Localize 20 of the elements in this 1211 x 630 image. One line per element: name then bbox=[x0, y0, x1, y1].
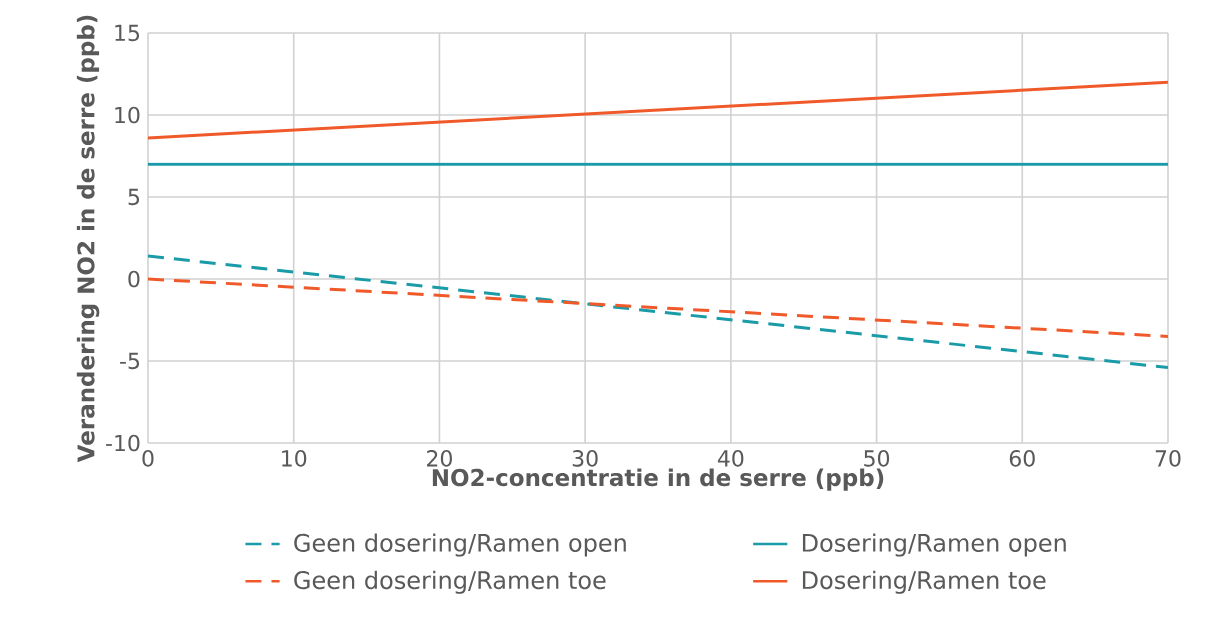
legend-label: Dosering/Ramen toe bbox=[802, 570, 1046, 594]
x-axis-title: NO2-concentratie in de serre (ppb) bbox=[432, 468, 884, 491]
y-tick-label: 15 bbox=[115, 24, 140, 42]
x-tick-label: 10 bbox=[282, 450, 307, 467]
y-tick-label: 10 bbox=[115, 106, 140, 124]
legend-label: Geen dosering/Ramen open bbox=[294, 533, 626, 557]
legend-label: Geen dosering/Ramen toe bbox=[294, 570, 606, 594]
y-axis-title: Verandering NO2 in de serre (ppb) bbox=[76, 15, 100, 463]
y-tick-label: 5 bbox=[128, 188, 140, 206]
x-tick-label: 70 bbox=[1155, 450, 1181, 467]
x-tick-label: 20 bbox=[427, 450, 452, 467]
x-tick-label: 40 bbox=[717, 450, 744, 467]
x-tick-label: 0 bbox=[142, 450, 154, 467]
y-tick-label: -5 bbox=[120, 352, 140, 370]
y-tick-label: -10 bbox=[106, 434, 140, 452]
legend-label: Dosering/Ramen open bbox=[802, 533, 1066, 557]
x-tick-label: 60 bbox=[1009, 450, 1035, 467]
y-tick-label: 0 bbox=[128, 270, 140, 288]
x-tick-label: 30 bbox=[572, 450, 598, 467]
x-tick-label: 50 bbox=[864, 450, 890, 467]
